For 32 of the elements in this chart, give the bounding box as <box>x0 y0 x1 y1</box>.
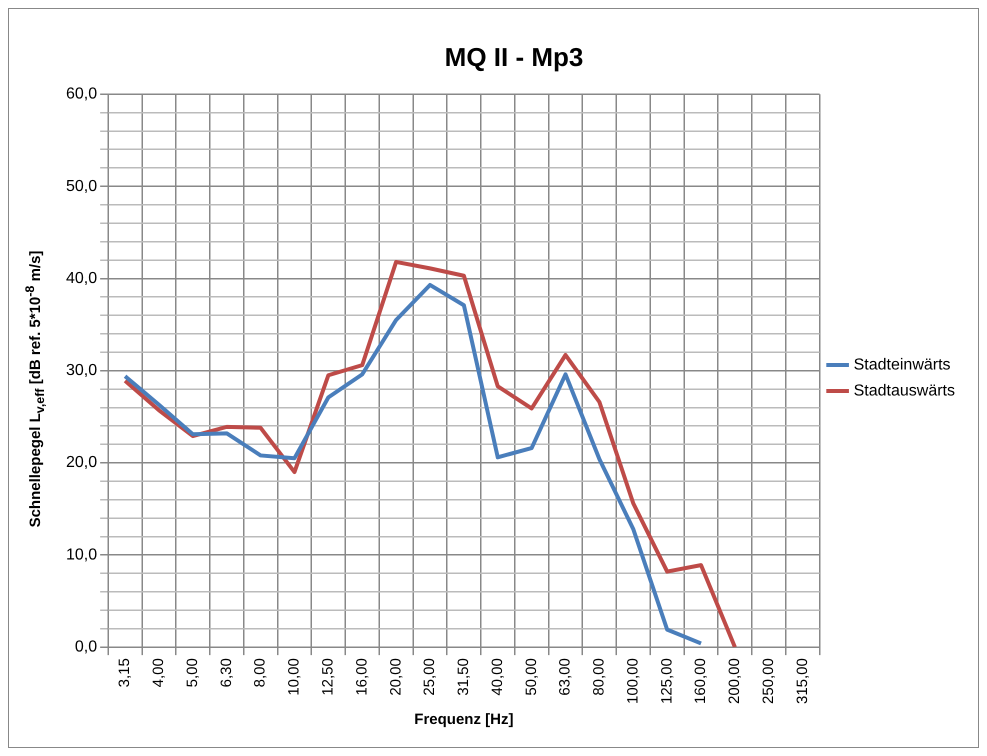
x-tick-label: 6,30 <box>218 658 235 688</box>
y-tick-label: 10,0 <box>66 546 98 564</box>
x-tick-label: 31,50 <box>455 658 472 696</box>
x-tick-label: 40,00 <box>488 658 506 696</box>
y-tick-label: 40,0 <box>66 270 98 287</box>
x-tick-label: 16,00 <box>353 658 370 696</box>
x-tick-label: 80,00 <box>590 658 608 696</box>
x-tick-label: 160,00 <box>692 658 710 704</box>
y-tick-label: 20,0 <box>66 454 98 472</box>
x-tick-label: 100,00 <box>624 658 642 704</box>
x-tick-label: 250,00 <box>760 658 777 704</box>
chart-title: MQ II - Mp3 <box>444 42 584 72</box>
x-axis-title: Frequenz [Hz] <box>414 711 514 728</box>
x-tick-label: 12,50 <box>320 658 336 696</box>
y-tick-label: 0,0 <box>74 638 98 656</box>
y-tick-label: 30,0 <box>66 362 98 380</box>
x-tick-label: 3,15 <box>116 658 134 688</box>
x-tick-label: 200,00 <box>726 658 744 704</box>
x-tick-label: 315,00 <box>794 658 811 704</box>
x-tick-label: 50,00 <box>522 658 540 696</box>
x-tick-label: 20,00 <box>387 658 404 696</box>
x-tick-label: 125,00 <box>658 658 676 704</box>
x-tick-label: 8,00 <box>252 658 269 688</box>
x-tick-label: 4,00 <box>150 658 168 688</box>
x-tick-label: 63,00 <box>556 658 574 696</box>
y-tick-label: 50,0 <box>66 178 98 195</box>
x-tick-label: 25,00 <box>421 658 438 696</box>
y-tick-label: 60,0 <box>66 86 98 103</box>
legend-label: Stadteinwärts <box>854 356 951 374</box>
x-tick-label: 10,00 <box>286 658 303 696</box>
x-tick-label: 5,00 <box>184 658 201 688</box>
legend-label: Stadtauswärts <box>854 382 956 400</box>
